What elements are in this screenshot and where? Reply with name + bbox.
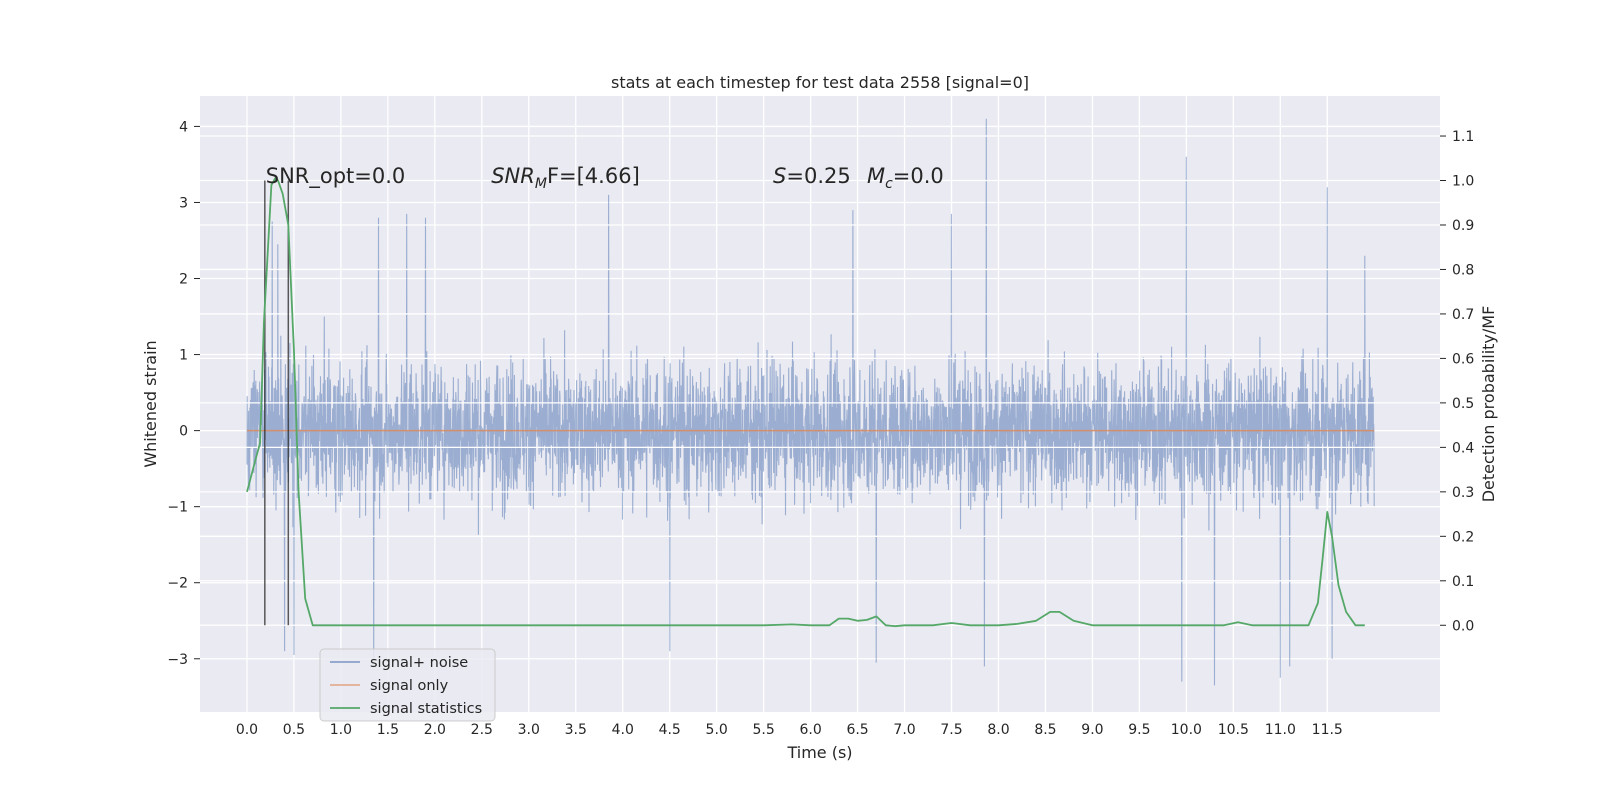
chart-title: stats at each timestep for test data 255…	[611, 73, 1029, 92]
y2-axis-ticks: 0.0 0.1 0.2 0.3 0.4 0.5 0.6 0.7 0.8 0.9 1.0 1.1	[1440, 129, 1474, 634]
y-tick-label: 3	[179, 195, 188, 211]
x-tick-label: 10.5	[1218, 722, 1249, 738]
x-tick-label: 8.5	[1034, 722, 1056, 738]
y2-tick-label: 0.6	[1452, 351, 1474, 367]
x-tick-label: 6.5	[846, 722, 868, 738]
x-tick-label: 0.5	[283, 722, 305, 738]
y-tick-label: −2	[167, 576, 188, 592]
legend-label-stats: signal statistics	[370, 701, 482, 717]
y2-tick-label: 0.2	[1452, 529, 1474, 545]
x-tick-label: 2.0	[424, 722, 446, 738]
x-tick-label: 11.5	[1312, 722, 1343, 738]
y2-tick-label: 0.1	[1452, 574, 1474, 590]
x-axis-ticks: 0.0 0.5 1.0 1.5 2.0 2.5 3.0 3.5 4.0 4.5 5.0 5.5 6.0 6…	[236, 722, 1343, 738]
x-tick-label: 5.0	[706, 722, 728, 738]
x-tick-label: 4.5	[659, 722, 681, 738]
annotation-text: SNR_opt=0.0	[266, 164, 406, 189]
y2-tick-label: 0.0	[1452, 618, 1474, 634]
y2-axis-label: Detection probability/MF	[1479, 306, 1498, 503]
annotations: SNR_opt=0.0 SNRMF=[4.66] S=0.25 Mc=0.0	[266, 164, 944, 192]
x-tick-label: 1.5	[377, 722, 399, 738]
x-tick-label: 0.0	[236, 722, 258, 738]
x-tick-label: 3.5	[565, 722, 587, 738]
x-tick-label: 4.0	[612, 722, 634, 738]
x-tick-label: 6.0	[799, 722, 821, 738]
x-tick-label: 10.0	[1171, 722, 1202, 738]
legend: signal+ noise signal only signal statist…	[319, 648, 496, 722]
legend-label-noise: signal+ noise	[370, 655, 468, 671]
legend-label-signal: signal only	[370, 678, 449, 694]
line-series	[246, 177, 1375, 628]
y2-tick-label: 0.7	[1452, 307, 1474, 323]
y2-tick-label: 0.8	[1452, 262, 1474, 278]
y2-tick-label: 0.9	[1452, 218, 1474, 234]
y-tick-label: 0	[179, 424, 188, 440]
annotation-text: Mc=0.0	[867, 164, 944, 192]
y-tick-label: −3	[167, 652, 188, 668]
annotation-text: S=0.25	[773, 164, 851, 188]
y-tick-label: −1	[167, 500, 188, 516]
y2-tick-label: 0.4	[1452, 440, 1474, 456]
x-tick-label: 7.0	[893, 722, 915, 738]
series-signal-noise	[246, 118, 1375, 686]
y-axis-ticks: −3 −2 −1 0 1 2 3 4	[167, 119, 200, 668]
y-tick-label: 2	[179, 272, 188, 288]
y2-tick-label: 0.5	[1452, 396, 1474, 412]
x-tick-label: 2.5	[471, 722, 493, 738]
x-tick-label: 9.0	[1081, 722, 1103, 738]
series-signal-statistics	[246, 177, 1365, 628]
x-tick-label: 5.5	[753, 722, 775, 738]
y2-tick-label: 1.0	[1452, 174, 1474, 190]
x-tick-label: 7.5	[940, 722, 962, 738]
x-tick-label: 9.5	[1128, 722, 1150, 738]
x-tick-label: 8.0	[987, 722, 1009, 738]
x-tick-label: 3.0	[518, 722, 540, 738]
y-axis-label: Whitened strain	[141, 340, 160, 467]
y-tick-label: 4	[179, 119, 188, 135]
legend-box	[319, 648, 496, 722]
y-tick-label: 1	[179, 348, 188, 364]
y2-tick-label: 0.3	[1452, 485, 1474, 501]
x-tick-label: 11.0	[1265, 722, 1296, 738]
x-tick-label: 1.0	[330, 722, 352, 738]
y2-tick-label: 1.1	[1452, 129, 1474, 145]
annotation-text: SNRMF=[4.66]	[491, 164, 640, 192]
x-axis-label: Time (s)	[786, 743, 852, 762]
